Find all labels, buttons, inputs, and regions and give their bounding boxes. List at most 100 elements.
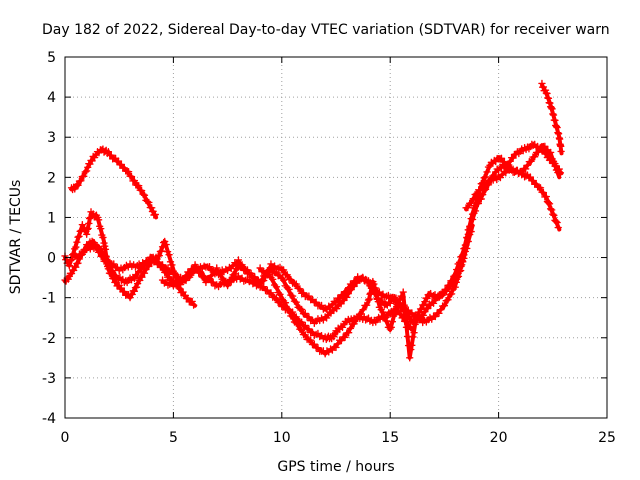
data-point: [117, 284, 126, 292]
data-point: [82, 167, 91, 175]
data-point: [162, 240, 170, 249]
data-point: [549, 111, 558, 119]
data-point: [458, 251, 467, 259]
series-a: [67, 145, 160, 220]
data-point: [451, 271, 459, 279]
data-point: [305, 325, 313, 333]
series-layer: [61, 79, 565, 362]
data-point: [551, 116, 559, 125]
data-point: [196, 268, 205, 276]
data-point: [417, 305, 426, 313]
data-point: [305, 292, 313, 300]
data-point: [440, 301, 449, 310]
data-point: [401, 310, 410, 318]
data-point: [80, 172, 88, 180]
data-point: [234, 256, 243, 264]
data-point: [155, 251, 164, 260]
x-axis-label: GPS time / hours: [277, 459, 394, 475]
data-point: [64, 275, 72, 283]
data-point: [267, 289, 275, 297]
x-tick-label: 20: [490, 430, 508, 446]
data-point: [117, 160, 126, 169]
data-point: [272, 283, 281, 291]
y-tick-label: 3: [47, 130, 56, 146]
data-point: [99, 233, 107, 242]
data-point: [213, 264, 221, 272]
data-point: [469, 195, 478, 203]
data-point: [400, 301, 408, 309]
y-tick-label: -1: [42, 291, 56, 307]
data-point: [554, 223, 562, 232]
data-point: [410, 328, 418, 337]
data-point: [471, 201, 480, 210]
data-point: [534, 148, 543, 156]
data-point: [285, 285, 293, 294]
data-point: [479, 191, 487, 199]
data-point: [506, 157, 514, 165]
data-point: [205, 262, 214, 271]
data-point: [74, 181, 82, 190]
data-point: [301, 309, 309, 318]
data-point: [101, 251, 109, 260]
series-g: [462, 142, 562, 212]
data-point: [455, 258, 464, 267]
data-point: [553, 218, 561, 227]
data-point: [544, 94, 553, 103]
data-point: [100, 239, 108, 247]
data-point: [330, 333, 338, 341]
data-point: [388, 293, 396, 302]
data-point: [294, 320, 302, 328]
data-point: [464, 226, 472, 234]
data-point: [148, 204, 156, 212]
data-point: [84, 224, 92, 233]
data-point: [554, 128, 562, 137]
series-e: [158, 160, 562, 327]
y-tick-label: -4: [42, 411, 56, 427]
data-point: [546, 99, 554, 107]
y-axis-label: SDTVAR / TECUs: [8, 180, 24, 295]
data-point: [145, 198, 153, 207]
data-point: [77, 177, 85, 185]
data-point: [68, 251, 77, 259]
data-point: [151, 254, 160, 263]
data-point: [442, 285, 451, 294]
y-tick-label: 5: [47, 50, 56, 66]
data-point: [238, 262, 246, 271]
data-point: [101, 242, 109, 250]
data-point: [408, 341, 416, 349]
data-point: [83, 225, 92, 234]
data-point: [263, 286, 272, 294]
y-tick-label: 2: [47, 170, 56, 186]
data-point: [350, 320, 358, 328]
data-point: [387, 323, 395, 332]
data-point: [398, 292, 406, 301]
data-point: [379, 308, 387, 316]
data-point: [94, 216, 103, 224]
data-point: [544, 199, 553, 207]
data-point: [364, 296, 373, 304]
data-point: [420, 301, 428, 309]
data-point: [155, 258, 163, 266]
data-point: [133, 271, 141, 279]
data-point: [130, 274, 139, 283]
data-point: [357, 310, 365, 318]
data-point: [251, 274, 259, 282]
data-point: [260, 267, 268, 276]
data-point: [548, 206, 556, 214]
data-point: [124, 168, 133, 176]
data-point: [548, 105, 556, 113]
data-point: [97, 245, 105, 253]
data-point: [444, 296, 452, 304]
data-point: [296, 285, 304, 293]
data-point: [456, 266, 465, 275]
data-point: [130, 287, 139, 295]
data-point: [382, 317, 391, 325]
data-point: [272, 294, 281, 302]
data-point: [110, 260, 118, 268]
data-point: [374, 297, 382, 306]
data-point: [538, 79, 546, 88]
data-point: [158, 261, 167, 269]
data-point: [424, 304, 432, 313]
data-point: [390, 310, 399, 319]
data-point: [285, 306, 293, 314]
